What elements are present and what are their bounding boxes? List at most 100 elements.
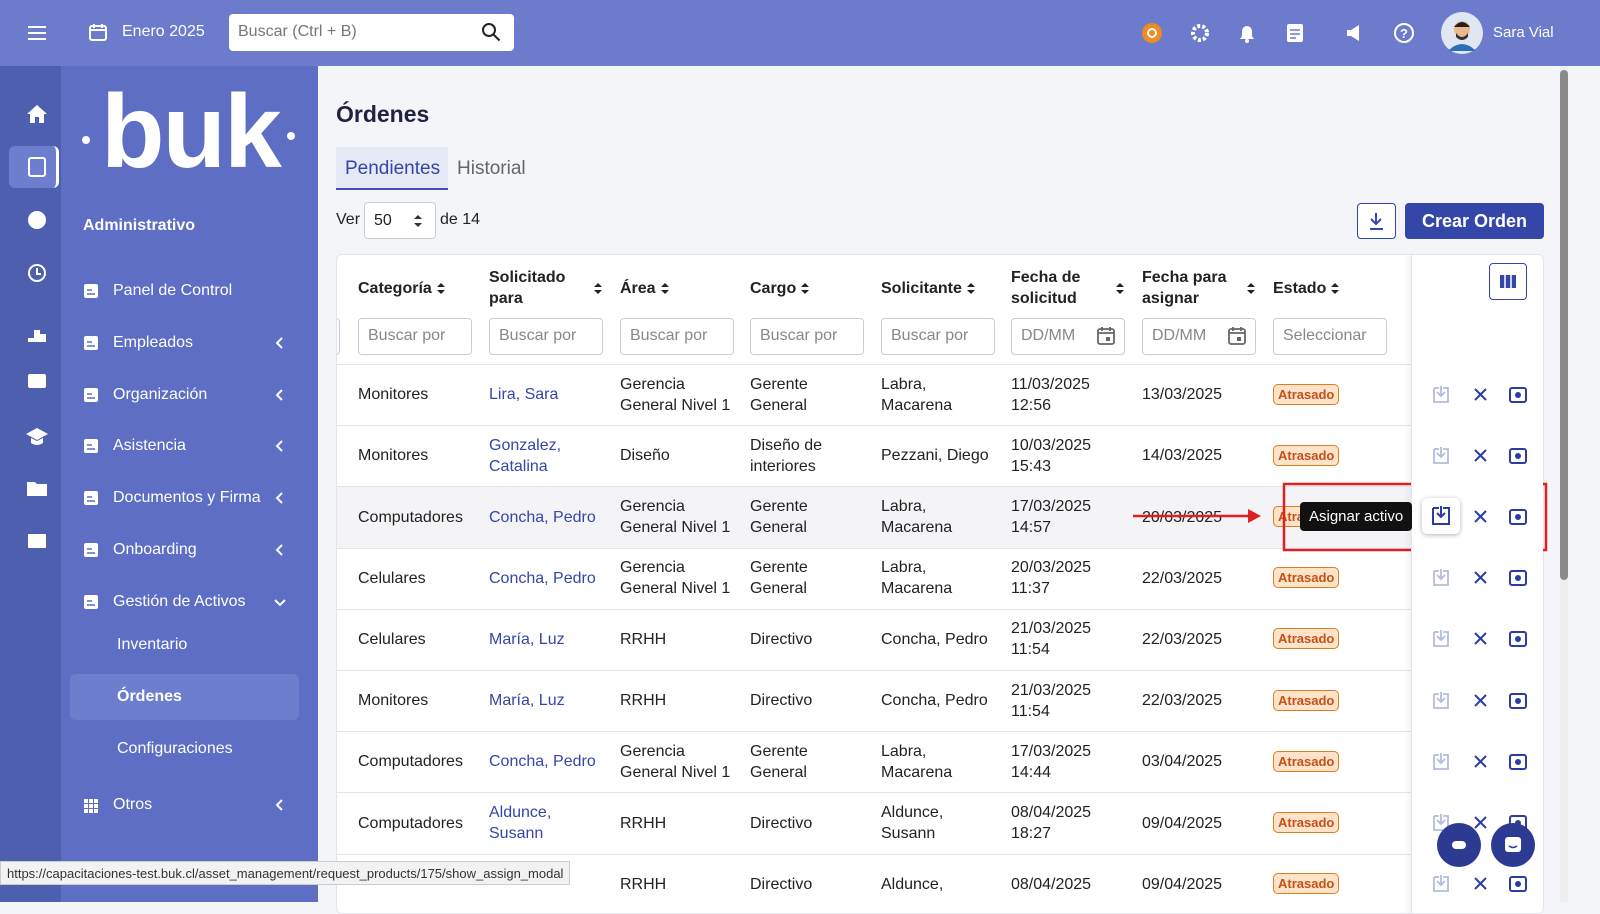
column-header[interactable]: Estado (1273, 267, 1388, 309)
requester-link[interactable]: Concha, Pedro (489, 753, 596, 771)
column-filter[interactable]: Buscar por (881, 318, 995, 355)
requester-link[interactable]: Concha, Pedro (489, 508, 596, 526)
column-header[interactable]: Fecha de solicitud (1011, 267, 1126, 309)
top-icons[interactable]: ? (1140, 20, 1430, 46)
brand-logo[interactable]: buk (101, 74, 282, 190)
row-actions[interactable] (1428, 444, 1538, 468)
sort-icon (1247, 282, 1255, 294)
section-title: Administrativo (83, 217, 196, 234)
scroll-thumb[interactable] (1560, 70, 1568, 580)
row-divider (337, 792, 1543, 794)
column-title: Solicitante (881, 279, 962, 297)
assign-button-hover[interactable] (1422, 498, 1460, 534)
cell: Labra, Macarena (881, 559, 953, 598)
column-filter[interactable]: DD/MM (1142, 318, 1256, 355)
row-divider (337, 670, 1543, 671)
svg-text:?: ? (1400, 26, 1408, 41)
rail-active (9, 146, 59, 188)
menu-item[interactable]: Empleados (113, 334, 194, 351)
menu-item[interactable]: Organización (113, 386, 208, 403)
tooltip: Asignar activo (1300, 502, 1413, 531)
column-header[interactable]: Solicitado para (489, 267, 604, 309)
requester-link[interactable]: Lira, Sara (489, 386, 559, 404)
row-divider (337, 486, 1543, 488)
menu-item[interactable]: Documentos y Firma (113, 489, 261, 506)
cell: Directivo (750, 692, 813, 710)
tab[interactable]: Historial (457, 158, 526, 179)
submenu-item[interactable]: Inventario (117, 636, 188, 653)
column-header[interactable]: Solicitante (881, 267, 996, 309)
row-actions[interactable] (1428, 689, 1538, 713)
column-filter[interactable]: Buscar por (358, 318, 472, 355)
cell: Celulares (358, 569, 426, 587)
menu-item[interactable]: Panel de Control (113, 282, 233, 299)
cell: RRHH (620, 692, 667, 710)
row-divider (337, 853, 1543, 855)
column-header[interactable]: Cargo (750, 267, 865, 309)
tab[interactable]: Pendientes (345, 158, 441, 179)
cell: 09/04/2025 (1142, 875, 1223, 893)
row-actions[interactable] (1428, 627, 1538, 651)
submenu-item[interactable]: Configuraciones (117, 740, 233, 757)
menu-item[interactable]: Asistencia (113, 437, 186, 454)
period[interactable]: Enero 2025 (122, 23, 205, 40)
cell: Gerente General (750, 742, 808, 781)
cell: Gerencia General Nivel 1 (620, 498, 731, 536)
orders-table: Categoría Buscar por Solicitado para Buscar… (336, 254, 1544, 914)
cell: Gerente General (750, 498, 808, 536)
menu-item[interactable]: Gestión de Activos (113, 593, 246, 610)
row-actions[interactable] (1428, 566, 1538, 590)
logo-dot (82, 136, 90, 144)
column-filter[interactable]: DD/MM (1011, 318, 1125, 355)
cell: 17/03/2025 14:57 (1011, 498, 1092, 536)
chevron (275, 337, 283, 349)
row-actions[interactable] (1428, 872, 1538, 896)
create-button[interactable]: Crear Orden (1405, 203, 1544, 239)
menu-item[interactable]: Otros (113, 796, 153, 813)
row-actions[interactable] (1428, 383, 1538, 407)
menu-icon[interactable] (26, 24, 48, 42)
submenu-item[interactable]: Órdenes (117, 688, 182, 705)
status-badge: Atrasado (1273, 444, 1340, 466)
download-button[interactable] (1357, 203, 1396, 239)
status-url: https://capacitaciones-test.buk.cl/asset… (0, 861, 571, 885)
cell: RRHH (620, 814, 667, 832)
filter-placeholder: DD/MM (1021, 327, 1076, 344)
page-size-select[interactable]: 50 (364, 202, 436, 239)
cell: Celulares (358, 630, 426, 648)
column-header[interactable]: Categoría (358, 267, 473, 309)
chevron (274, 599, 286, 607)
column-header[interactable]: Área (620, 267, 735, 309)
calendar-icon (1097, 327, 1115, 345)
rail-icons[interactable] (25, 102, 49, 592)
user-name[interactable]: Sara Vial (1493, 24, 1554, 41)
menu-item[interactable]: Onboarding (113, 541, 197, 558)
scrollbar[interactable] (1560, 66, 1568, 902)
column-filter[interactable]: Buscar por (620, 318, 734, 355)
search-icon (482, 23, 501, 42)
requester-link[interactable]: María, Luz (489, 630, 565, 648)
search-box[interactable]: Buscar (Ctrl + B) (229, 14, 514, 51)
help-button[interactable] (1491, 823, 1535, 867)
requester-link[interactable]: María, Luz (489, 692, 565, 710)
page-size: 50 (374, 212, 392, 229)
chevron (275, 389, 283, 401)
column-title: Fecha de solicitud (1011, 269, 1081, 307)
avatar[interactable] (1440, 11, 1484, 55)
chevron (275, 440, 283, 452)
column-header[interactable]: Fecha para asignar (1142, 267, 1257, 309)
row-divider (337, 364, 1543, 365)
chat-button[interactable] (1437, 823, 1481, 867)
row-actions[interactable] (1428, 750, 1538, 774)
column-filter[interactable]: Buscar por (489, 318, 603, 355)
column-filter[interactable]: Buscar por (750, 318, 864, 355)
calendar-icon (89, 24, 107, 41)
menu-icon (84, 336, 98, 350)
columns-button[interactable] (1489, 263, 1527, 300)
requester-link[interactable]: Concha, Pedro (489, 569, 596, 587)
row-divider (337, 547, 1543, 549)
menu-icon (84, 491, 98, 505)
column-filter[interactable]: Seleccionar (1273, 318, 1387, 355)
requester-link[interactable]: Aldunce, Susann (489, 804, 552, 842)
requester-link[interactable]: Gonzalez, Catalina (489, 436, 562, 475)
